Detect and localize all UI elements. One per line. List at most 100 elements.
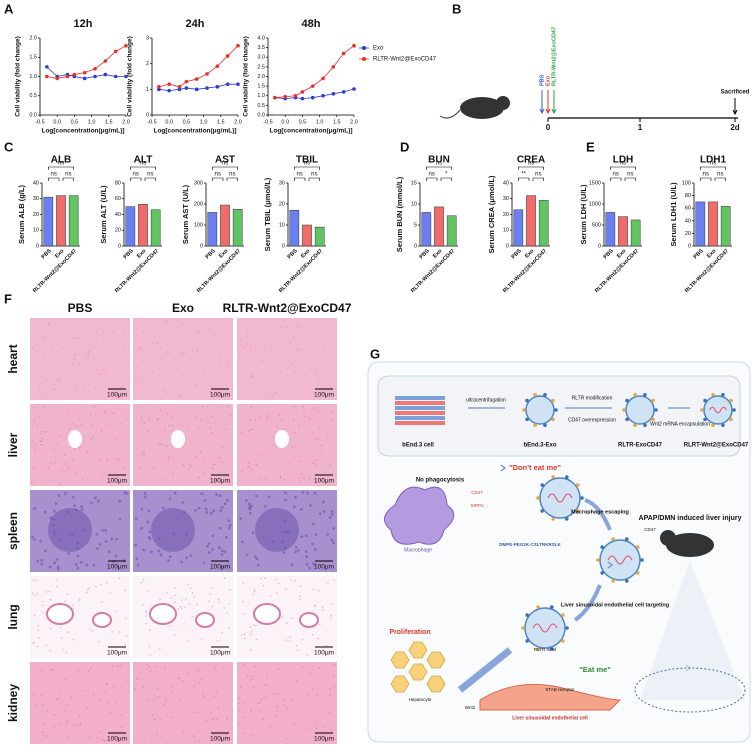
- tissue-texture: [121, 651, 123, 654]
- tissue-texture: [322, 509, 326, 513]
- bar: [56, 195, 66, 247]
- significance-label: ns: [627, 172, 633, 178]
- tissue-texture: [90, 438, 92, 441]
- tissue-texture: [79, 337, 81, 340]
- tissue-texture: [32, 419, 35, 422]
- tissue-texture: [221, 631, 223, 634]
- schematic-label: No phagocytosis: [416, 478, 465, 484]
- tissue-texture: [170, 416, 173, 419]
- tissue-texture: [328, 712, 331, 714]
- tissue-texture: [51, 349, 54, 352]
- tissue-texture: [43, 381, 45, 383]
- vessel: [68, 430, 82, 448]
- tissue-texture: [285, 588, 287, 591]
- tissue-texture: [79, 722, 82, 725]
- tissue-texture: [282, 319, 284, 322]
- tissue-texture: [196, 603, 198, 606]
- tissue-texture: [223, 550, 227, 553]
- tissue-texture: [73, 384, 75, 387]
- tissue-texture: [291, 363, 294, 366]
- tissue-texture: [141, 387, 144, 390]
- tissue-texture: [293, 455, 296, 457]
- tissue-texture: [306, 654, 309, 656]
- tissue-texture: [210, 329, 212, 332]
- tissue-texture: [295, 679, 298, 682]
- tissue-texture: [45, 591, 48, 593]
- tissue-texture: [249, 344, 252, 347]
- tissue-texture: [255, 624, 257, 627]
- bar: [220, 204, 230, 247]
- tissue-texture: [229, 650, 232, 652]
- tissue-texture: [290, 699, 293, 702]
- significance-label: ns: [214, 172, 220, 178]
- prep-box: [377, 375, 741, 457]
- tissue-texture: [332, 675, 335, 678]
- tissue-texture: [121, 726, 123, 729]
- bar: [68, 195, 79, 247]
- tissue-texture: [182, 730, 184, 733]
- tissue-texture: [77, 724, 79, 726]
- tissue-texture: [282, 551, 286, 554]
- tissue-texture: [189, 587, 192, 590]
- tissue-texture: [277, 668, 280, 670]
- tissue-texture: [53, 383, 55, 386]
- tissue-texture: [303, 374, 306, 376]
- tissue-texture: [305, 447, 308, 449]
- schematic-label: Macrophage: [404, 547, 432, 553]
- tissue-texture: [225, 405, 227, 407]
- tissue-texture: [114, 554, 118, 558]
- tissue-texture: [54, 461, 56, 464]
- tissue-texture: [146, 664, 149, 666]
- tissue-texture: [283, 491, 287, 495]
- tissue-texture: [71, 495, 75, 499]
- tissue-texture: [212, 509, 216, 513]
- tissue-texture: [218, 457, 221, 459]
- panel-label: G: [370, 346, 380, 361]
- tissue-texture: [39, 539, 42, 543]
- y-tick-label: 30: [279, 180, 285, 186]
- tissue-texture: [71, 422, 74, 425]
- tissue-texture: [111, 665, 114, 668]
- tissue-texture: [303, 412, 305, 415]
- y-tick-label: 0: [118, 243, 121, 249]
- tissue-texture: [200, 492, 204, 496]
- tissue-texture: [118, 736, 121, 739]
- point: [157, 84, 161, 89]
- surface-protein: [622, 408, 626, 412]
- y-tick-label: 60: [115, 196, 121, 202]
- tissue-texture: [56, 567, 60, 571]
- y-tick-label: 80: [685, 193, 691, 199]
- surface-protein: [565, 626, 569, 630]
- tissue-texture: [332, 527, 335, 530]
- tissue-texture: [106, 459, 108, 461]
- tissue-texture: [92, 563, 96, 567]
- tissue-texture: [140, 417, 143, 420]
- tissue-texture: [120, 714, 122, 716]
- tissue-texture: [250, 675, 253, 677]
- tissue-texture: [148, 530, 152, 534]
- tissue-texture: [143, 454, 146, 457]
- hepatocyte: [408, 663, 428, 681]
- tissue-texture: [246, 330, 249, 332]
- point: [215, 84, 220, 89]
- y-tick-label: 4.0: [257, 35, 265, 41]
- histology-image: [237, 662, 337, 744]
- tissue-texture: [105, 683, 108, 686]
- tissue-texture: [122, 344, 125, 347]
- tissue-texture: [156, 342, 158, 344]
- scale-bar-label: 100μm: [314, 478, 334, 485]
- tissue-texture: [70, 696, 72, 699]
- tissue-texture: [120, 386, 122, 388]
- tissue-texture: [262, 584, 265, 587]
- tissue-texture: [329, 688, 331, 690]
- tissue-texture: [252, 593, 254, 596]
- surface-protein: [560, 639, 565, 643]
- tissue-texture: [45, 644, 48, 647]
- significance-bracket: [426, 166, 452, 170]
- tissue-texture: [186, 396, 189, 399]
- tissue-texture: [181, 374, 184, 376]
- tissue-texture: [106, 701, 109, 703]
- row-header: liver: [6, 432, 20, 457]
- surface-protein: [640, 558, 644, 562]
- tissue-texture: [156, 733, 159, 735]
